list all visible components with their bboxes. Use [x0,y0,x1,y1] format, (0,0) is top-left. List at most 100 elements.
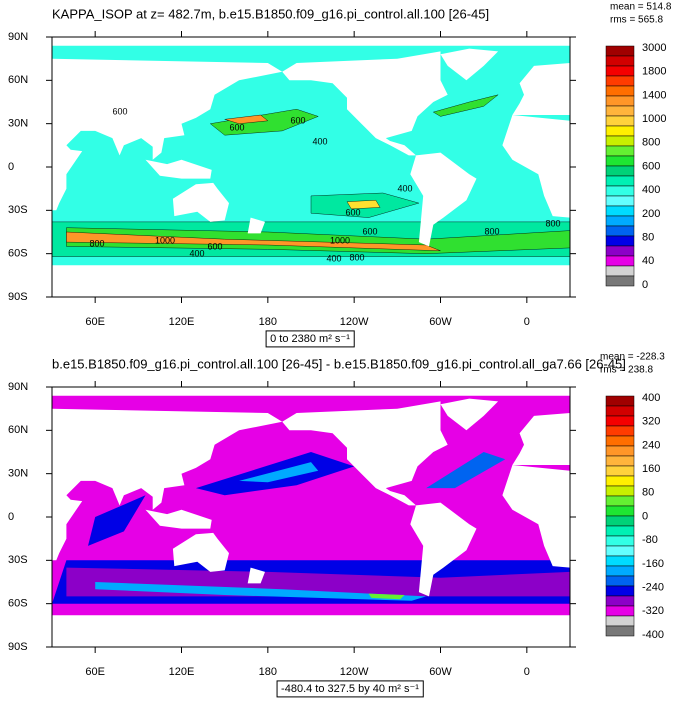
contour-label: 600 [290,115,305,125]
field-region [426,452,506,489]
color-box [605,515,635,527]
lat-label: 90S [8,641,28,653]
colorbar-label: 240 [642,439,660,451]
colorbar-label: 0 [642,279,648,291]
color-box [605,265,635,277]
color-box [605,195,635,207]
color-box [605,545,635,557]
color-box [605,145,635,157]
color-box [605,95,635,107]
lon-label: 60E [85,316,105,328]
lon-label: 180 [259,316,277,328]
field-region [66,227,570,254]
lat-label: 0 [8,161,14,173]
lon-label: 60E [85,666,105,678]
land [52,615,570,647]
field-region [432,94,499,117]
color-box [605,215,635,227]
land [145,159,212,179]
color-box [605,465,635,477]
lat-label: 30S [8,554,28,566]
color-box [605,505,635,517]
color-box [605,565,635,577]
field-region [239,462,319,483]
land [512,413,570,465]
land [172,182,229,222]
land [247,567,265,584]
color-box [605,135,635,147]
contour-label: 1000 [155,235,175,245]
field-region [368,593,405,600]
color-box [605,525,635,537]
land [410,502,477,597]
color-box [605,405,635,417]
land [52,387,570,396]
color-box [605,65,635,77]
lat-label: 0 [8,511,14,523]
color-box [605,455,635,467]
field-region [346,199,381,210]
color-box [605,75,635,87]
colorbar-label: -80 [642,534,658,546]
colorbar-label: -240 [642,582,664,594]
lat-label: 60N [8,74,28,86]
color-box [605,535,635,547]
lat-label: 90N [8,381,28,393]
color-box [605,445,635,457]
color-box [605,165,635,177]
land [512,63,570,115]
field-region [66,231,441,251]
contour-label: 400 [397,183,412,193]
color-box [605,105,635,117]
land [52,408,283,561]
lat-label: 30N [8,118,28,130]
colorbar-label: 3000 [642,42,666,54]
land [282,51,448,156]
lon-label: 120W [340,666,369,678]
colorbar-label: 400 [642,392,660,404]
field-region [95,582,427,601]
color-box [605,205,635,217]
color-box [605,395,635,407]
contour-label: 600 [207,241,222,251]
color-box [605,575,635,587]
panel-title: KAPPA_ISOP at z= 482.7m, b.e15.B1850.f09… [52,6,489,21]
subtitle: 0 to 2380 m² s⁻¹ [270,333,350,345]
lat-label: 90N [8,31,28,43]
color-box [605,585,635,597]
land [502,465,570,568]
field-region [88,495,146,546]
land [172,532,229,572]
color-box [605,435,635,447]
color-box [605,185,635,197]
colorbar-label: 80 [642,232,654,244]
color-box [605,155,635,167]
colorbar-label: 800 [642,137,660,149]
colorbar-label: 1400 [642,89,666,101]
land [247,217,265,234]
color-box [605,255,635,267]
contour-label: 800 [545,218,560,228]
land [145,509,212,529]
color-box [605,175,635,187]
lon-label: 60W [429,316,452,328]
color-box [605,625,635,637]
colorbar-label: 1800 [642,66,666,78]
contour-label: 600 [112,106,127,116]
lat-label: 60N [8,424,28,436]
color-box [605,425,635,437]
contour-label: 400 [312,136,327,146]
land [52,37,570,46]
color-box [605,485,635,497]
color-box [605,85,635,97]
subtitle: -480.4 to 327.5 by 40 m² s⁻¹ [281,683,419,695]
contour-label: 800 [349,252,364,262]
land [52,58,283,211]
lon-label: 0 [524,316,530,328]
subtitle-box [265,330,355,348]
field-region [224,114,269,124]
color-box [605,415,635,427]
colorbar-label: -400 [642,629,664,641]
color-box [605,115,635,127]
lat-label: 30S [8,204,28,216]
